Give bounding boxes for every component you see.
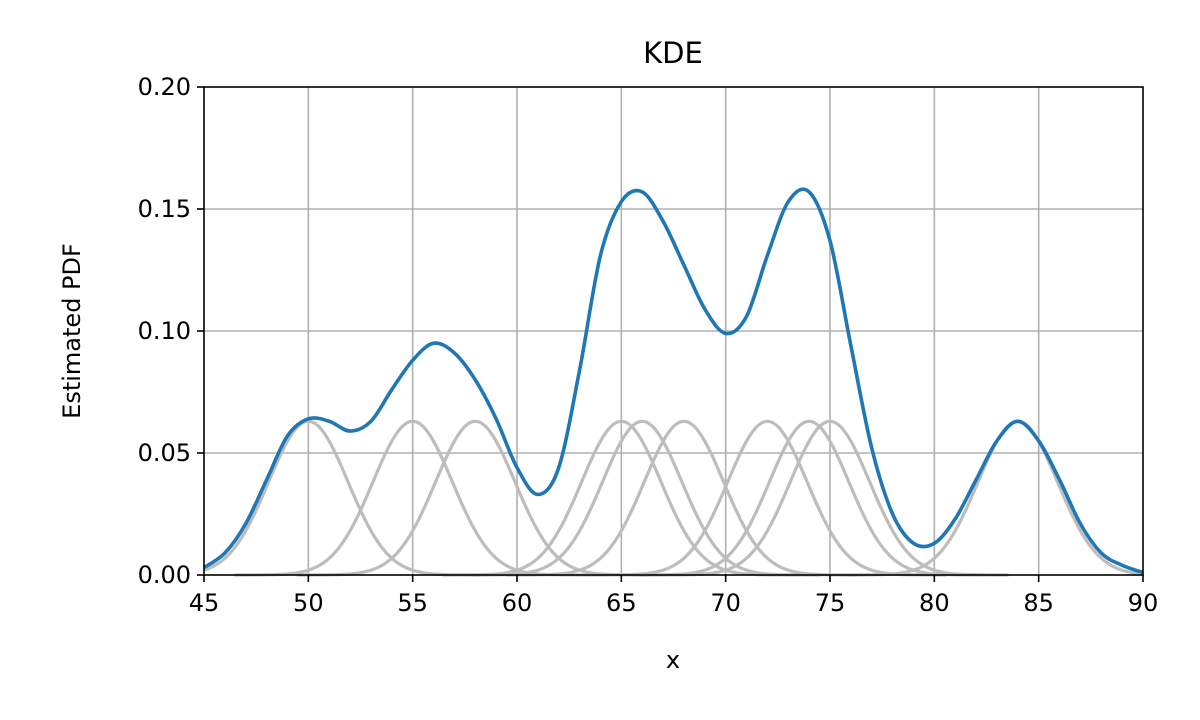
y-tick-label: 0.05 [138,439,191,467]
x-tick-label: 90 [1128,589,1159,617]
x-tick-label: 50 [293,589,324,617]
y-tick-label: 0.00 [138,561,191,589]
kde-series [202,187,1144,575]
x-tick-label: 80 [919,589,950,617]
x-tick-label: 60 [502,589,533,617]
kernel-curve [463,419,821,577]
x-axis-title: x [666,646,680,674]
x-tick-label: 45 [189,589,220,617]
kernel-curve [651,419,1009,577]
y-tick-label: 0.15 [138,195,191,223]
y-axis-title: Estimated PDF [58,243,86,419]
x-axis: 45 50 55 60 65 70 75 80 85 90 [189,575,1159,617]
x-tick-label: 55 [397,589,428,617]
x-tick-label: 85 [1023,589,1054,617]
kernel-curve [203,419,487,577]
kde-curve [202,187,1144,575]
kernel-curves [203,419,1144,577]
x-tick-label: 65 [606,589,637,617]
x-tick-label: 75 [815,589,846,617]
y-tick-label: 0.10 [138,317,191,345]
kernel-curve [505,419,863,577]
grid [204,87,1143,575]
y-axis: 0.00 0.05 0.10 0.15 0.20 [138,73,204,589]
x-tick-label: 70 [710,589,741,617]
kernel-curve [296,419,654,577]
y-tick-label: 0.20 [138,73,191,101]
chart-title: KDE [643,36,703,70]
